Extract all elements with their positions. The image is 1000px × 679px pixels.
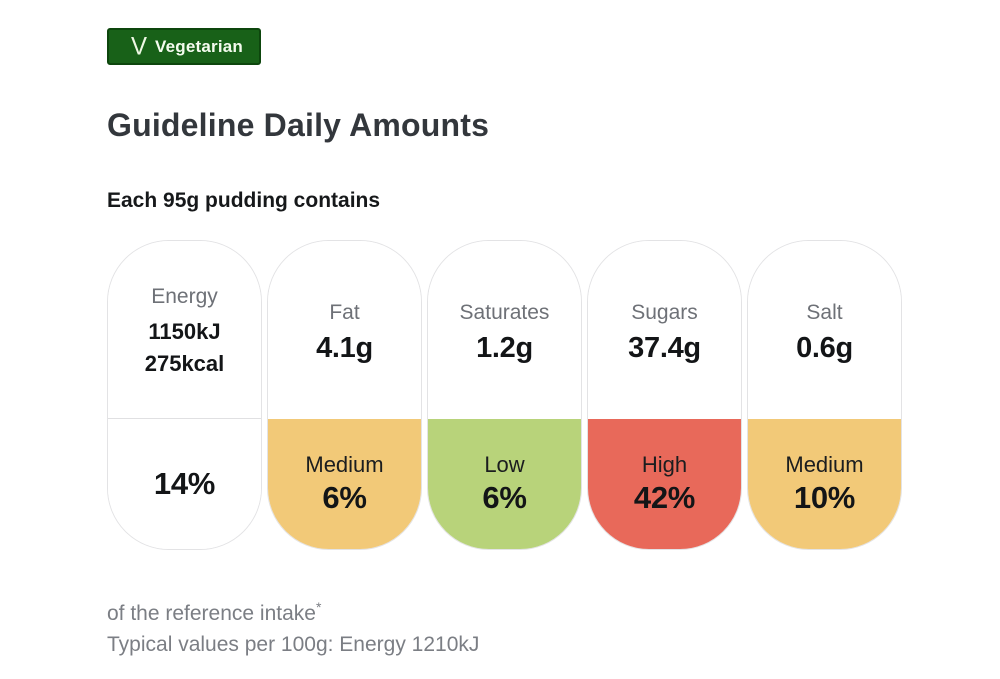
energy-amount-section: Energy 1150kJ 275kcal [108, 241, 261, 419]
gda-pills-row: Energy 1150kJ 275kcal 14% Fat 4.1g Mediu… [107, 240, 1000, 550]
gda-pill-salt: Salt 0.6g Medium 10% [747, 240, 902, 550]
typical-values-line: Typical values per 100g: Energy 1210kJ [107, 633, 480, 656]
nutrient-percent: 10% [793, 480, 856, 515]
gda-pill-sugars: Sugars 37.4g High 42% [587, 240, 742, 550]
nutrient-name: Sugars [631, 301, 698, 324]
saturates-amount-section: Saturates 1.2g [428, 241, 581, 419]
sugars-amount-section: Sugars 37.4g [588, 241, 741, 419]
nutrient-level: High [641, 452, 688, 477]
gda-pill-energy: Energy 1150kJ 275kcal 14% [107, 240, 262, 550]
guideline-daily-amounts-panel: V Vegetarian Guideline Daily Amounts Eac… [107, 28, 1000, 661]
page-title: Guideline Daily Amounts [107, 107, 490, 143]
gda-pill-saturates: Saturates 1.2g Low 6% [427, 240, 582, 550]
vegetarian-label: Vegetarian [155, 36, 244, 56]
nutrient-name: Fat [329, 301, 360, 324]
salt-level-section: Medium 10% [748, 419, 901, 549]
salt-amount-section: Salt 0.6g [748, 241, 901, 419]
nutrient-percent: 6% [322, 480, 367, 515]
nutrient-amount-kcal: 275kcal [144, 351, 225, 376]
fat-level-section: Medium 6% [268, 419, 421, 549]
gda-pill-fat: Fat 4.1g Medium 6% [267, 240, 422, 550]
nutrient-name: Salt [806, 301, 843, 324]
nutrient-percent: 42% [633, 480, 696, 515]
nutrient-level: Medium [785, 452, 864, 477]
nutrient-amount: 37.4g [628, 332, 701, 364]
nutrient-percent: 14% [153, 466, 216, 501]
nutrient-amount-kj: 1150kJ [148, 319, 221, 344]
sugars-level-section: High 42% [588, 419, 741, 549]
nutrient-amount: 4.1g [316, 332, 373, 364]
fat-amount-section: Fat 4.1g [268, 241, 421, 419]
reference-intake-text: of the reference intake [107, 602, 316, 625]
nutrient-name: Saturates [459, 301, 550, 324]
nutrient-level: Medium [305, 452, 384, 477]
nutrient-level: Low [484, 452, 525, 477]
nutrient-name: Energy [151, 285, 218, 308]
serving-subtitle: Each 95g pudding contains [107, 189, 381, 212]
nutrient-amount: 0.6g [796, 332, 853, 364]
reference-intake-line: of the reference intake* [107, 592, 1000, 629]
vegetarian-badge: V Vegetarian [107, 28, 262, 65]
nutrient-percent: 6% [482, 480, 527, 515]
vegetarian-v-icon: V [131, 31, 148, 61]
saturates-level-section: Low 6% [428, 419, 581, 549]
energy-level-section: 14% [108, 419, 261, 549]
asterisk-superscript: * [315, 599, 322, 615]
nutrient-amount: 1.2g [476, 332, 533, 364]
reference-intake-note: of the reference intake* Typical values … [107, 592, 1000, 661]
